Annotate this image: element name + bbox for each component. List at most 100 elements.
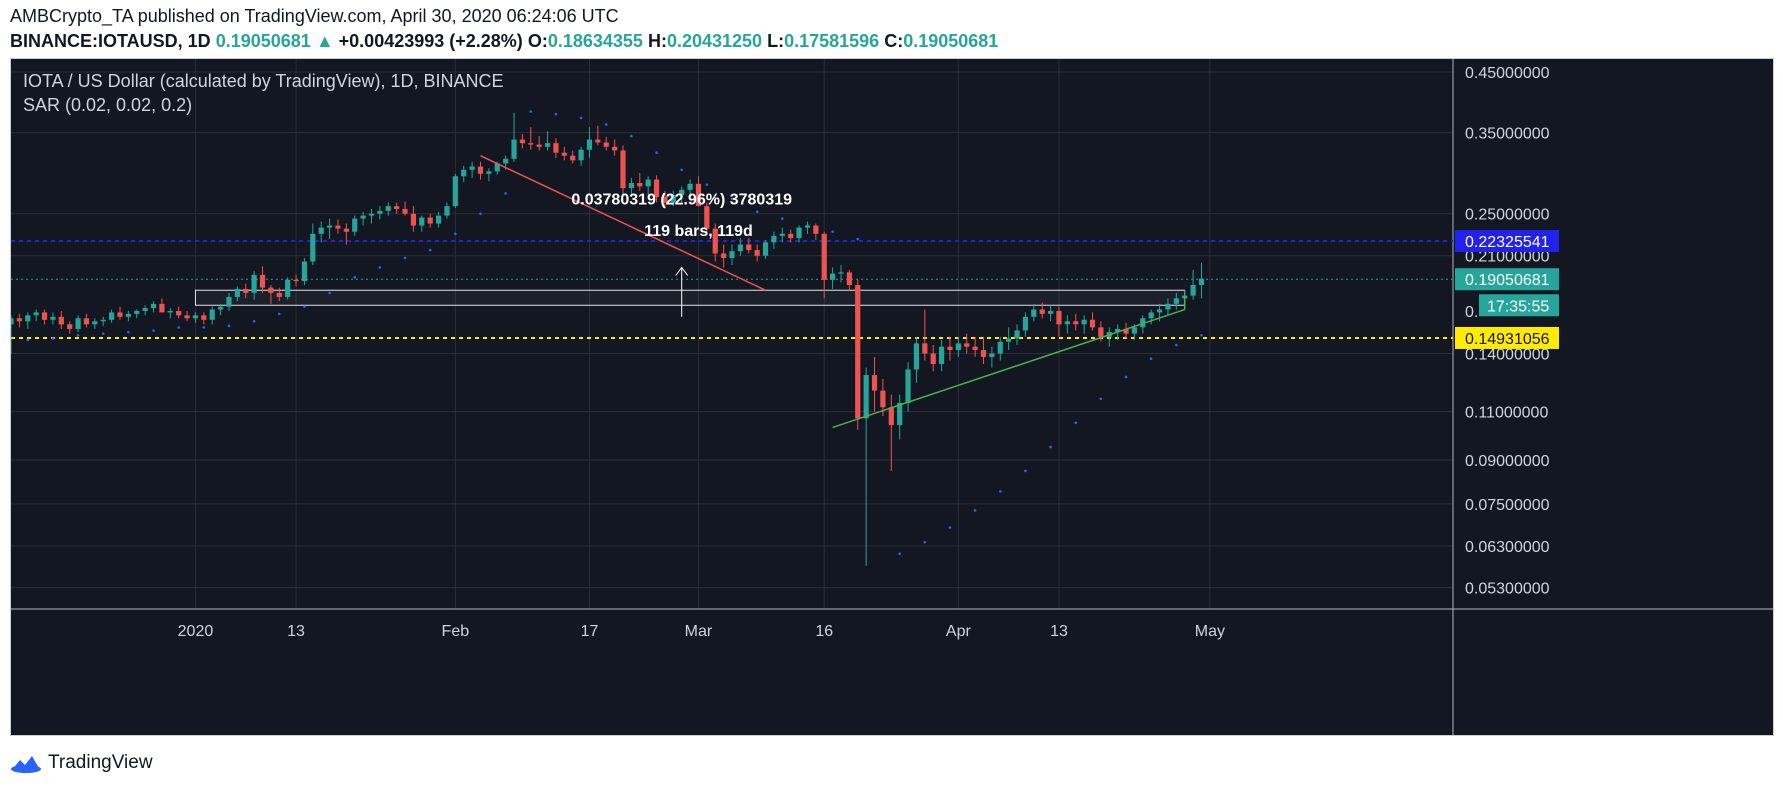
price-tag-yellow: 0.14931056 — [1465, 331, 1550, 348]
sar-dot — [781, 217, 784, 220]
candle-body — [150, 303, 157, 309]
brand-name: TradingView — [48, 752, 153, 773]
candle-body — [880, 390, 886, 408]
candle-body — [1047, 310, 1054, 314]
candle-body — [75, 318, 81, 329]
y-tick-label: 0.25000000 — [1465, 207, 1550, 224]
price-chart[interactable]: 0.03780319 (22.96%) 3780319 119 bars, 119… — [11, 59, 1773, 735]
chart-legend-title: IOTA / US Dollar (calculated by TradingV… — [23, 71, 504, 91]
candle-body — [326, 225, 333, 228]
candle-body — [645, 179, 651, 187]
candle-body — [1115, 328, 1121, 333]
candle-body — [897, 402, 903, 426]
candle-body — [83, 318, 90, 325]
candle-body — [930, 353, 936, 365]
candle-body — [813, 225, 819, 234]
price-tag-bg — [1455, 229, 1559, 252]
sar-dot — [127, 330, 130, 334]
open-value: 0.18634355 — [547, 31, 643, 51]
sar-dot — [1099, 397, 1103, 401]
candle-body — [92, 321, 98, 325]
candle-body — [586, 139, 593, 150]
candle-body — [184, 315, 190, 319]
trendline — [832, 308, 1185, 429]
candle-body — [561, 152, 567, 156]
candle-body — [343, 228, 349, 232]
x-tick-label: 2020 — [178, 623, 214, 640]
open-label: O: — [527, 31, 548, 51]
candle-body — [1098, 327, 1104, 337]
candle-body — [268, 287, 274, 293]
sar-dot — [1200, 333, 1203, 337]
candle-body — [888, 407, 894, 426]
candle-body — [50, 316, 56, 320]
candle-body — [804, 225, 811, 228]
price-tag-bg — [1455, 268, 1559, 291]
sar-dot — [529, 110, 533, 113]
candle-body — [368, 213, 375, 216]
candle-body — [100, 319, 106, 322]
candle-body — [595, 139, 601, 143]
candle-body — [58, 316, 64, 325]
sar-dot — [604, 123, 608, 126]
candle-body — [1123, 328, 1129, 334]
candle-body — [1165, 303, 1171, 310]
footer-brand[interactable]: TradingView — [10, 752, 153, 774]
up-arrow-icon: ▲ — [315, 31, 334, 51]
price-tag-green: 0.19050681 — [1465, 272, 1550, 289]
candle-body — [662, 196, 668, 203]
candle-body — [33, 312, 39, 316]
sar-dot — [403, 256, 407, 260]
sar-dot — [303, 305, 306, 308]
candle-body — [1014, 330, 1020, 339]
candle-body — [301, 261, 308, 282]
candle-body — [938, 346, 945, 365]
candle-body — [570, 155, 576, 161]
candle-body — [402, 208, 408, 214]
candle-body — [410, 213, 417, 226]
candle-body — [1148, 312, 1154, 319]
candle-body — [226, 296, 232, 307]
sar-dot — [948, 526, 952, 529]
sar-dot — [680, 168, 683, 172]
sar-dot — [1074, 421, 1078, 425]
candle-body — [1190, 284, 1196, 296]
candle-body — [41, 312, 48, 320]
candle-body — [259, 274, 266, 288]
candle-body — [1173, 298, 1179, 304]
candle-body — [519, 139, 526, 144]
last-price: 0.19050681 — [215, 31, 311, 51]
candle-body — [536, 144, 542, 147]
candle-body — [1156, 309, 1163, 313]
candle-body — [335, 225, 341, 229]
candle-body — [159, 303, 165, 313]
candle-body — [670, 195, 676, 203]
candle-body — [117, 312, 123, 317]
candle-body — [494, 163, 500, 172]
candle-body — [486, 171, 492, 174]
candle-body — [201, 315, 207, 320]
candle-body — [435, 215, 442, 224]
sar-dot — [831, 230, 834, 234]
candle-body — [1064, 321, 1070, 325]
candle-body — [695, 183, 702, 207]
candle-body — [578, 149, 584, 161]
candle-body — [1081, 319, 1087, 325]
sar-dot — [898, 552, 901, 556]
candle-body — [377, 210, 383, 214]
candle-body — [276, 292, 282, 297]
candle-body — [947, 346, 953, 351]
candle-body — [989, 353, 995, 357]
candle-body — [310, 233, 316, 262]
candle-body — [385, 206, 391, 211]
chart-frame[interactable]: 0.03780319 (22.96%) 3780319 119 bars, 119… — [10, 58, 1774, 736]
candle-body — [771, 235, 777, 243]
candle-body — [134, 310, 140, 314]
sar-dot — [378, 266, 382, 269]
candle-body — [1073, 321, 1079, 325]
sar-dot — [1024, 469, 1027, 473]
candle-body — [477, 166, 484, 174]
sar-dot — [76, 333, 80, 337]
candle-body — [955, 343, 961, 351]
candle-body — [712, 228, 718, 254]
